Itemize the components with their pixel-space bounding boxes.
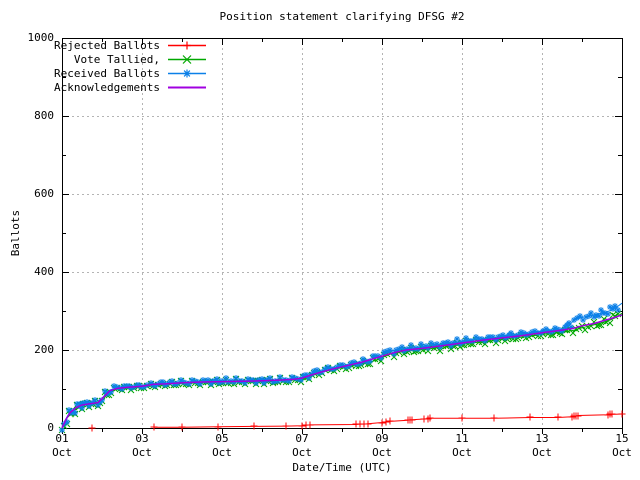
legend-line-sample-icon	[168, 41, 206, 49]
x-tick-label: 03 Oct	[132, 432, 152, 459]
y-tick-label: 800	[34, 109, 54, 122]
y-tick-label: 0	[47, 421, 54, 434]
y-tick-label: 1000	[27, 31, 55, 44]
chart-title: Position statement clarifying DFSG #2	[219, 10, 465, 23]
legend-item-rejected-ballots: Rejected Ballots	[48, 38, 208, 52]
x-axis-label: Date/Time (UTC)	[292, 461, 392, 474]
legend-item-vote-tallied: Vote Tallied,	[48, 52, 208, 66]
legend: Rejected Ballots Vote Tallied, Received …	[48, 38, 208, 94]
legend-line-sample-icon	[168, 69, 206, 77]
x-tick-label: 09 Oct	[372, 432, 392, 459]
x-tick-label: 13 Oct	[532, 432, 552, 459]
legend-item-received-ballots: Received Ballots	[48, 66, 208, 80]
y-tick-label: 600	[34, 187, 54, 200]
x-tick-label: 05 Oct	[212, 432, 232, 459]
legend-label: Received Ballots	[54, 66, 160, 80]
x-tick-label: 11 Oct	[452, 432, 472, 459]
x-tick-label: 15 Oct	[612, 432, 632, 459]
legend-label: Acknowledgements	[54, 80, 160, 94]
legend-line-sample-icon	[168, 86, 206, 88]
legend-item-acknowledgements: Acknowledgements	[48, 80, 208, 94]
legend-line-sample-icon	[168, 54, 206, 64]
legend-label: Vote Tallied,	[73, 52, 160, 66]
legend-label: Rejected Ballots	[54, 38, 160, 52]
y-tick-label: 200	[34, 343, 54, 356]
y-tick-label: 400	[34, 265, 54, 278]
x-tick-label: 01 Oct	[52, 432, 72, 459]
x-tick-label: 07 Oct	[292, 432, 312, 459]
